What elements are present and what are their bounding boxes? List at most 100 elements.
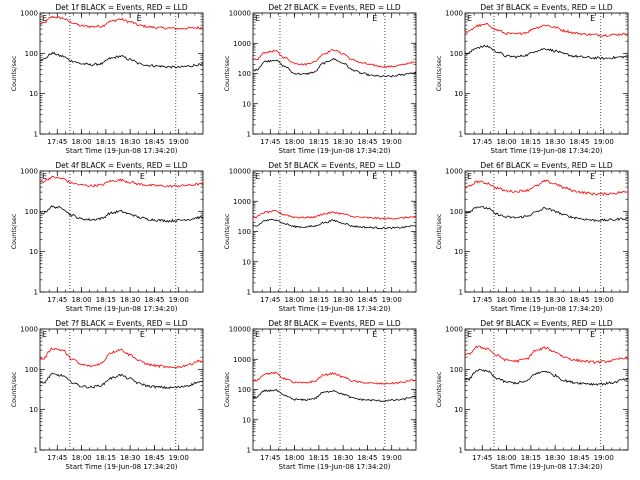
x-tick-label: 18:15 <box>309 138 329 146</box>
y-axis-label: Counts/sec <box>223 55 231 91</box>
series-line-events <box>252 388 417 403</box>
x-tick-label: 18:00 <box>71 454 91 462</box>
start-marker-label: E <box>42 330 47 339</box>
x-tick-label: 18:30 <box>333 138 353 146</box>
y-tick-label: 1 <box>459 447 463 455</box>
chart-title: Det 9f BLACK = Events, RED = LLD <box>480 319 613 328</box>
start-marker-label: E <box>42 172 47 181</box>
event-marker-label: E <box>140 172 145 181</box>
x-tick-label: 18:30 <box>545 454 565 462</box>
series-line-lld <box>464 179 629 196</box>
chart-panel-7: Det 7f BLACK = Events, RED = LLD 1 10 100 10… <box>10 319 204 471</box>
y-axis-label: Counts/sec <box>435 371 443 407</box>
x-tick-label: 18:45 <box>569 296 589 304</box>
x-tick-label: 18:00 <box>284 138 304 146</box>
x-tick-label: 19:00 <box>594 296 614 304</box>
y-tick-label: 10 <box>454 248 463 256</box>
x-tick-label: 19:00 <box>382 138 402 146</box>
chart-panel-3: Det 3f BLACK = Events, RED = LLD 1 10 100 10… <box>435 3 629 155</box>
y-tick-label: 1000 <box>20 10 38 18</box>
x-tick-label: 17:45 <box>47 296 67 304</box>
y-tick-label: 10 <box>454 406 463 414</box>
x-tick-label: 18:45 <box>569 138 589 146</box>
y-tick-label: 10 <box>242 416 251 424</box>
series-line-events <box>464 44 629 61</box>
x-tick-label: 18:45 <box>144 296 164 304</box>
y-tick-label: 100 <box>450 208 463 216</box>
y-tick-label: 1000 <box>20 326 38 334</box>
y-tick-label: 10 <box>242 100 251 108</box>
y-axis-label: Counts/sec <box>223 371 231 407</box>
x-tick-label: 17:45 <box>472 138 492 146</box>
y-tick-label: 1000 <box>233 40 251 48</box>
y-tick-label: 100 <box>238 228 251 236</box>
x-axis-label: Start Time (19-Jun-08 17:34:20) <box>491 147 603 155</box>
x-tick-label: 18:30 <box>120 138 140 146</box>
x-axis-label: Start Time (19-Jun-08 17:34:20) <box>66 305 178 313</box>
x-axis-label: Start Time (19-Jun-08 17:34:20) <box>279 305 391 313</box>
y-tick-label: 1000 <box>445 10 463 18</box>
x-tick-label: 18:30 <box>333 454 353 462</box>
x-tick-label: 18:15 <box>309 296 329 304</box>
x-axis-label: Start Time (19-Jun-08 17:34:20) <box>491 305 603 313</box>
x-tick-label: 19:00 <box>382 454 402 462</box>
x-tick-label: 18:00 <box>71 138 91 146</box>
chart-panel-4: Det 4f BLACK = Events, RED = LLD 1 10 100 10… <box>10 161 204 313</box>
x-tick-label: 18:30 <box>120 296 140 304</box>
series-line-events <box>464 368 629 386</box>
series-line-events <box>252 57 417 78</box>
x-tick-label: 18:30 <box>333 296 353 304</box>
y-axis-label: Counts/sec <box>10 213 18 249</box>
event-marker-label: E <box>590 330 595 339</box>
x-tick-label: 18:45 <box>569 454 589 462</box>
x-tick-label: 18:15 <box>309 454 329 462</box>
start-marker-label: E <box>255 172 260 181</box>
y-tick-label: 100 <box>450 366 463 374</box>
event-marker-label: E <box>372 330 377 339</box>
x-tick-label: 19:00 <box>169 138 189 146</box>
x-tick-label: 18:45 <box>357 296 377 304</box>
chart-title: Det 1f BLACK = Events, RED = LLD <box>55 3 188 12</box>
chart-title: Det 3f BLACK = Events, RED = LLD <box>480 3 613 12</box>
y-tick-label: 10000 <box>229 168 251 176</box>
y-tick-label: 1 <box>34 289 38 297</box>
x-tick-label: 18:15 <box>521 138 541 146</box>
start-marker-label: E <box>255 14 260 23</box>
series-line-events <box>39 205 204 223</box>
event-marker-label: E <box>590 14 595 23</box>
x-tick-label: 17:45 <box>47 138 67 146</box>
x-tick-label: 18:00 <box>284 296 304 304</box>
plot-frame <box>252 170 417 293</box>
start-marker-label: E <box>255 330 260 339</box>
plot-frame <box>252 12 417 135</box>
series-line-events <box>39 372 204 390</box>
y-tick-label: 1000 <box>20 168 38 176</box>
chart-title: Det 5f BLACK = Events, RED = LLD <box>268 161 401 170</box>
y-tick-label: 100 <box>450 50 463 58</box>
x-tick-label: 18:00 <box>284 454 304 462</box>
x-tick-label: 18:00 <box>71 296 91 304</box>
x-tick-label: 18:15 <box>521 454 541 462</box>
y-tick-label: 1 <box>247 447 251 455</box>
x-tick-label: 19:00 <box>594 138 614 146</box>
x-tick-label: 18:00 <box>496 296 516 304</box>
y-axis-label: Counts/sec <box>223 213 231 249</box>
x-axis-label: Start Time (19-Jun-08 17:34:20) <box>66 463 178 471</box>
series-line-lld <box>39 175 204 188</box>
series-line-lld <box>252 209 417 220</box>
chart-title: Det 8f BLACK = Events, RED = LLD <box>268 319 401 328</box>
plot-frame <box>39 328 204 451</box>
series-line-lld <box>464 345 629 364</box>
y-tick-label: 100 <box>238 386 251 394</box>
event-marker-label: E <box>372 14 377 23</box>
start-marker-label: E <box>467 330 472 339</box>
x-tick-label: 17:45 <box>472 296 492 304</box>
y-tick-label: 10000 <box>229 10 251 18</box>
x-tick-label: 17:45 <box>260 454 280 462</box>
chart-panel-6: Det 6f BLACK = Events, RED = LLD 1 10 100 10… <box>435 161 629 313</box>
y-axis-label: Counts/sec <box>10 371 18 407</box>
series-line-lld <box>252 49 417 68</box>
start-marker-label: E <box>467 14 472 23</box>
x-tick-label: 18:00 <box>496 454 516 462</box>
